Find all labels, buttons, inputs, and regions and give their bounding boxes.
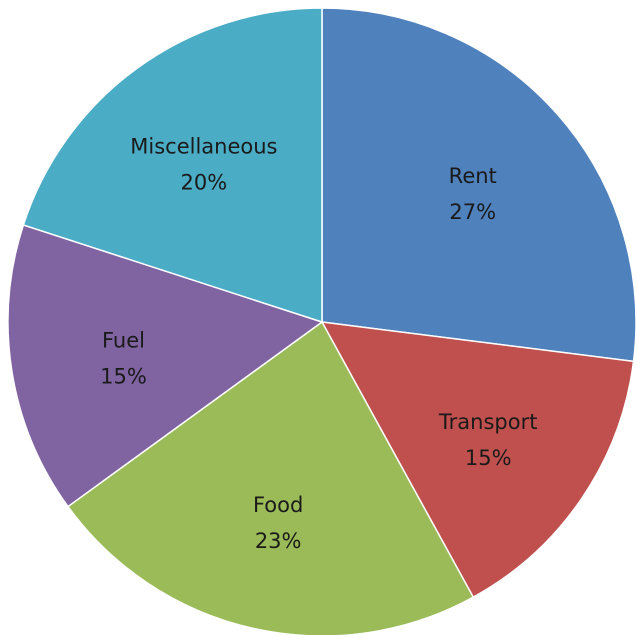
slice-category-label: Food — [253, 493, 303, 517]
pie-slice-miscellaneous — [22, 7, 323, 324]
pie-slice-fuel — [7, 224, 324, 508]
pie-slice-transport — [320, 321, 635, 599]
slice-percent-label: 15% — [465, 446, 512, 470]
pie-label-fuel: Fuel 15% — [100, 328, 147, 388]
slice-category-label: Miscellaneous — [130, 134, 277, 158]
pie-slices — [7, 7, 637, 635]
pie-label-transport: Transport 15% — [438, 410, 538, 470]
pie-label-food: Food 23% — [253, 493, 303, 553]
slice-category-label: Rent — [449, 164, 497, 188]
slice-category-label: Fuel — [102, 328, 145, 352]
pie-label-miscellaneous: Miscellaneous 20% — [130, 134, 277, 194]
pie-label-rent: Rent 27% — [449, 164, 497, 224]
slice-percent-label: 27% — [449, 200, 496, 224]
slice-category-label: Transport — [438, 410, 538, 434]
pie-slice-food — [66, 320, 475, 635]
slice-percent-label: 15% — [100, 364, 147, 388]
pie-slice-rent — [321, 7, 637, 363]
pie-labels: Rent 27% Transport 15% Food 23% Fuel 15% Miscell… — [100, 134, 537, 553]
slice-percent-label: 20% — [181, 170, 228, 194]
slice-percent-label: 23% — [255, 529, 302, 553]
